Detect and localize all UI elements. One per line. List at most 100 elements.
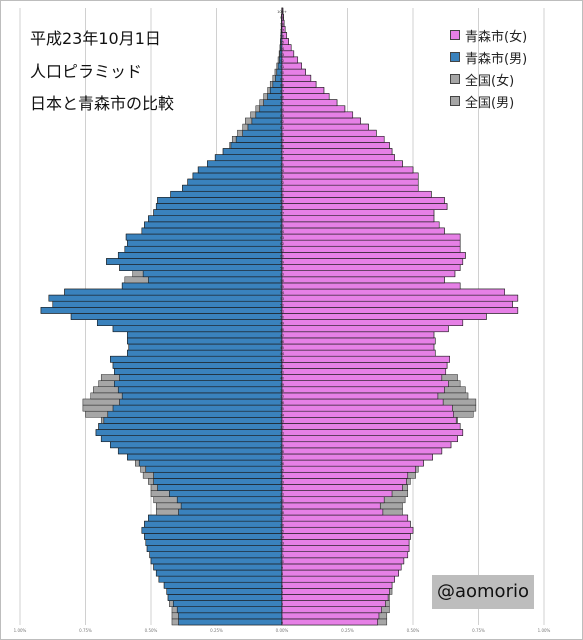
bar-aomori-female-age-81 <box>281 123 369 131</box>
bar-aomori-female-age-15 <box>281 526 414 534</box>
legend-swatch <box>450 30 460 40</box>
age-tick-label: 13 <box>280 542 285 546</box>
age-tick-label: 39 <box>280 383 285 387</box>
age-tick-label: 51 <box>280 309 285 313</box>
legend-swatch <box>450 52 460 62</box>
age-tick-label: 15 <box>280 529 285 533</box>
age-tick-label: 4 <box>281 597 284 601</box>
bar-aomori-female-age-18 <box>281 508 384 516</box>
legend-swatch <box>450 96 460 106</box>
bar-aomori-female-age-83 <box>281 111 354 119</box>
bar-aomori-female-age-47 <box>281 331 435 339</box>
x-tick-label: 0.50% <box>407 628 420 633</box>
bar-aomori-female-age-57 <box>281 270 456 278</box>
bar-aomori-male-age-81 <box>247 123 283 131</box>
age-tick-label: 81 <box>280 126 285 130</box>
age-tick-label: 31 <box>280 432 285 436</box>
age-tick-label: 19 <box>280 505 285 509</box>
bar-aomori-male-age-82 <box>251 117 283 125</box>
bar-aomori-female-age-63 <box>281 233 461 241</box>
bar-aomori-female-age-62 <box>281 239 461 247</box>
age-tick-label: 75 <box>280 163 285 167</box>
age-tick-label: 91 <box>280 65 285 69</box>
age-tick-label: 38 <box>280 389 285 393</box>
bar-aomori-female-age-67 <box>281 209 435 217</box>
age-tick-label: 21 <box>280 493 285 497</box>
age-tick-label: 24 <box>280 474 285 478</box>
legend-label: 青森市(男) <box>465 51 528 67</box>
age-tick-label: 29 <box>280 444 285 448</box>
legend-item-aomori-male: 青森市(男) <box>450 46 527 68</box>
age-tick-label: 90 <box>280 71 285 75</box>
age-tick-label: 70 <box>280 193 285 197</box>
age-tick-label: 49 <box>280 322 285 326</box>
bar-aomori-male-age-32 <box>98 423 283 430</box>
bar-aomori-male-age-26 <box>138 459 283 467</box>
bar-aomori-female-age-16 <box>281 520 411 528</box>
age-tick-label: 85 <box>280 102 285 106</box>
legend-label: 青森市(女) <box>465 29 528 45</box>
age-tick-label: 88 <box>280 83 285 87</box>
bar-aomori-female-age-91 <box>281 62 302 70</box>
bar-aomori-female-age-43 <box>281 355 450 363</box>
bar-aomori-male-age-79 <box>235 135 283 143</box>
age-tick-label: 74 <box>280 169 285 173</box>
bar-aomori-female-age-60 <box>281 252 466 259</box>
bar-aomori-female-age-39 <box>281 380 449 388</box>
age-tick-label: 77 <box>280 151 285 155</box>
bar-aomori-male-age-75 <box>207 160 283 168</box>
bar-aomori-male-age-33 <box>103 416 283 424</box>
age-tick-label: 99 <box>280 16 285 20</box>
bar-aomori-male-age-63 <box>125 233 283 241</box>
age-tick-label: 82 <box>280 120 285 124</box>
x-tick-label: 0.75% <box>472 628 485 633</box>
age-tick-label: 12 <box>280 548 285 552</box>
bar-aomori-male-age-19 <box>180 502 283 510</box>
bar-aomori-male-age-28 <box>117 447 283 455</box>
bar-aomori-female-age-65 <box>281 221 440 229</box>
age-tick-label: 69 <box>280 199 285 203</box>
bar-aomori-female-age-89 <box>281 74 312 82</box>
bar-aomori-female-age-25 <box>281 465 416 473</box>
age-tick-label: 35 <box>280 407 285 411</box>
bar-aomori-male-age-36 <box>119 398 283 406</box>
bar-aomori-female-age-21 <box>281 490 393 498</box>
bar-aomori-male-age-78 <box>230 142 283 149</box>
bar-aomori-female-age-5 <box>281 588 390 595</box>
bar-aomori-male-age-77 <box>222 148 283 155</box>
age-tick-label: 54 <box>280 291 285 295</box>
age-tick-label: 18 <box>280 511 285 515</box>
age-tick-label: 30 <box>280 438 285 442</box>
bar-aomori-male-age-10 <box>150 557 283 565</box>
age-tick-label: 86 <box>280 96 285 100</box>
age-tick-label: 17 <box>280 517 285 521</box>
bar-aomori-male-age-66 <box>148 215 283 223</box>
bar-aomori-female-age-82 <box>281 117 361 125</box>
bar-aomori-male-age-47 <box>127 331 283 339</box>
age-tick-label: 78 <box>280 145 285 149</box>
bar-aomori-male-age-54 <box>64 288 283 296</box>
bar-aomori-female-age-3 <box>281 600 386 607</box>
legend-label: 全国(男) <box>465 95 515 111</box>
age-tick-label: 58 <box>280 267 285 271</box>
bar-aomori-female-age-37 <box>281 392 439 400</box>
age-tick-label: 41 <box>280 371 285 375</box>
age-tick-label: 37 <box>280 395 285 399</box>
bar-aomori-male-age-45 <box>128 343 283 351</box>
bar-aomori-female-age-100+ <box>281 7 284 15</box>
bar-aomori-female-age-66 <box>281 215 435 223</box>
age-tick-label: 97 <box>280 28 285 32</box>
bar-aomori-female-age-20 <box>281 496 385 504</box>
bar-aomori-female-age-31 <box>281 429 464 436</box>
bar-aomori-female-age-40 <box>281 374 443 381</box>
age-tick-label: 33 <box>280 419 285 423</box>
bar-aomori-male-age-7 <box>158 575 283 583</box>
bar-aomori-male-age-17 <box>148 514 283 522</box>
bar-aomori-male-age-44 <box>127 349 283 357</box>
bar-aomori-male-age-34 <box>107 410 283 418</box>
bar-aomori-male-age-39 <box>114 380 283 388</box>
bar-aomori-male-age-29 <box>110 441 283 449</box>
bar-aomori-female-age-52 <box>281 300 513 308</box>
bar-aomori-female-age-73 <box>281 172 419 180</box>
